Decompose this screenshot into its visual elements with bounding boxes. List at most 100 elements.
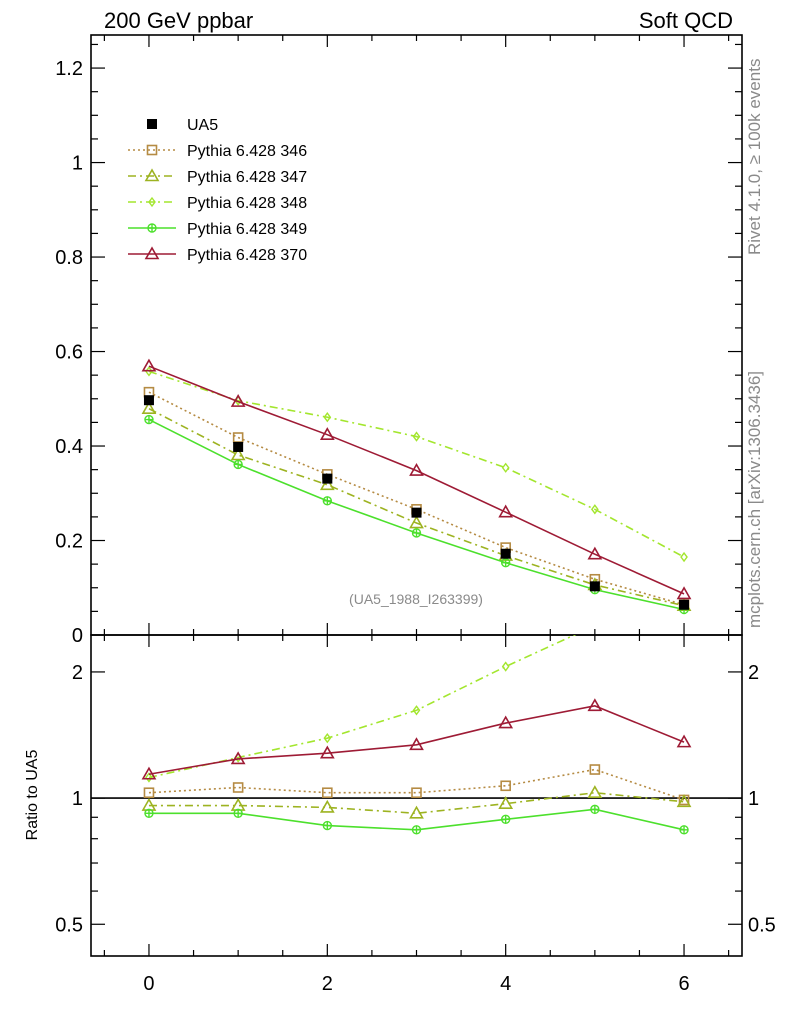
x-tick-label: 2 <box>322 973 333 995</box>
main-series-5 <box>141 358 692 600</box>
legend-marker <box>147 119 157 129</box>
data-point <box>323 412 332 423</box>
y-tick-label: 0.4 <box>55 436 83 458</box>
main-series-2 <box>141 401 692 612</box>
ratio-point <box>587 785 603 799</box>
main-panel: 0 0.2 0.4 0.6 0.8 1 1.2 <box>55 34 743 647</box>
data-point <box>589 581 600 592</box>
legend-label: Pythia 6.428 347 <box>187 169 307 186</box>
series-line <box>148 791 685 815</box>
ratio-point <box>319 799 335 813</box>
ratio-y-tick-label-left: 2 <box>72 662 83 684</box>
ratio-point <box>676 734 692 748</box>
ratio-y-tick-label-right: 0.5 <box>748 914 776 936</box>
legend-marker <box>146 144 158 156</box>
analysis-watermark: (UA5_1988_I263399) <box>349 591 483 607</box>
data-point <box>409 462 424 476</box>
ratio-series-2 <box>145 622 598 783</box>
series-line <box>148 705 685 776</box>
ratio-panel: 0.5 0.5 1 1 2 2 0 2 4 6 <box>55 622 776 995</box>
data-point <box>230 447 246 461</box>
legend-marker <box>144 246 160 260</box>
ratio-point <box>141 766 157 780</box>
header-left-title: 200 GeV ppbar <box>104 8 253 33</box>
data-point <box>590 504 599 515</box>
legend-marker <box>144 168 160 182</box>
ratio-point <box>589 764 601 775</box>
legend-entry: Pythia 6.428 347 <box>128 168 307 186</box>
ratio-y-axis-label: Ratio to UA5 <box>24 750 41 841</box>
mcplots-label: mcplots.cern.ch [arXiv:1306.3436] <box>745 371 764 628</box>
legend-label: Pythia 6.428 346 <box>187 143 307 160</box>
ratio-point <box>592 622 598 630</box>
data-point <box>233 441 244 452</box>
series-line <box>148 365 685 595</box>
ratio-series-0 <box>143 764 690 806</box>
y-tick-label: 0.8 <box>55 247 83 269</box>
series-line <box>148 635 577 779</box>
main-series-3 <box>145 366 688 563</box>
ratio-point <box>498 796 514 809</box>
ratio-point <box>144 808 154 818</box>
legend-entry: Pythia 6.428 348 <box>128 195 307 212</box>
x-tick-label: 0 <box>143 973 154 995</box>
main-series-0 <box>143 395 690 610</box>
legend-label: Pythia 6.428 370 <box>187 247 307 264</box>
data-point <box>141 401 157 415</box>
data-point <box>230 394 246 407</box>
x-tick-label: 4 <box>500 973 511 995</box>
header-right-title: Soft QCD <box>639 8 733 33</box>
data-point <box>679 599 690 610</box>
data-point <box>680 551 688 563</box>
legend-entry: Pythia 6.428 346 <box>128 143 307 160</box>
ratio-frame <box>90 634 743 957</box>
ratio-series-1 <box>141 785 692 819</box>
ratio-point <box>230 751 246 765</box>
ratio-point <box>412 705 421 716</box>
y-tick-label: 1 <box>72 153 83 175</box>
ratio-point <box>500 814 511 825</box>
data-point <box>412 431 421 442</box>
series-line <box>148 768 685 801</box>
ratio-point <box>145 772 153 783</box>
data-point <box>500 548 511 559</box>
data-point <box>409 515 424 529</box>
ratio-y-tick-label-right: 2 <box>748 662 759 684</box>
ratio-point <box>498 715 514 729</box>
ratio-y-tick-label-right: 1 <box>748 788 759 810</box>
ratio-point <box>411 825 422 835</box>
data-point <box>498 504 514 518</box>
ratio-point <box>587 698 603 712</box>
data-point <box>411 528 422 538</box>
ratio-series-3 <box>144 804 689 835</box>
ratio-point <box>319 745 335 759</box>
data-point <box>501 462 510 473</box>
ratio-point <box>409 805 424 819</box>
x-tick-label: 6 <box>678 973 689 995</box>
ratio-y-tick-label-left: 1 <box>72 788 83 810</box>
ratio-point <box>143 787 155 799</box>
ratio-point <box>323 732 332 744</box>
y-tick-label: 0.2 <box>55 531 83 553</box>
legend-label: UA5 <box>187 117 218 134</box>
data-point <box>411 507 422 518</box>
y-tick-label: 1.2 <box>55 58 83 80</box>
data-point <box>141 358 157 372</box>
data-point <box>322 473 333 484</box>
series-line <box>148 391 685 606</box>
ratio-y-tick-label-left: 0.5 <box>55 914 83 936</box>
ratio-point <box>233 808 243 818</box>
ratio-series-group <box>141 622 692 835</box>
ratio-point <box>322 787 333 799</box>
ratio-point <box>676 794 692 808</box>
ratio-point <box>322 820 333 831</box>
data-point <box>322 496 333 506</box>
series-line <box>148 370 685 558</box>
ratio-point <box>679 825 689 835</box>
legend-marker <box>148 196 156 208</box>
legend-label: Pythia 6.428 348 <box>187 195 307 212</box>
data-point <box>676 586 692 600</box>
ratio-series-4 <box>141 698 692 780</box>
legend: UA5 Pythia 6.428 346 Pythia 6.428 347 Pythi… <box>128 117 307 264</box>
